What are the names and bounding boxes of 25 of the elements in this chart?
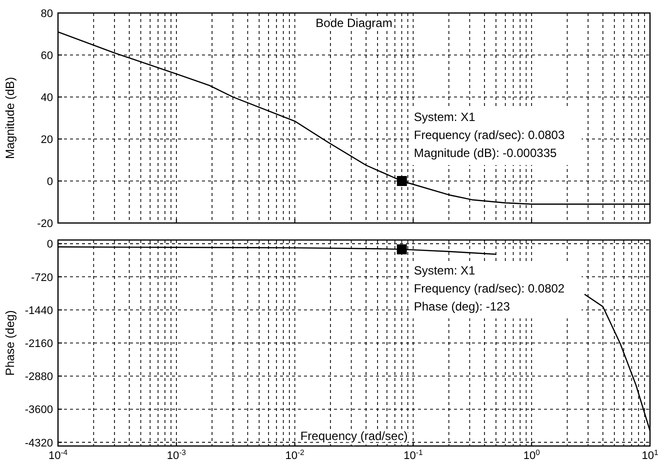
chart-title: Bode Diagram [316, 16, 392, 30]
y-tick-label: -2880 [24, 371, 53, 384]
x-tick-label: 10$^{-1}$ [404, 448, 423, 462]
y-tick-label: 80 [40, 8, 53, 20]
y-tick-label: -1440 [24, 304, 53, 317]
x-axis-title: Frequency (rad/sec) [300, 429, 408, 443]
y-tick-label: -2160 [24, 338, 53, 350]
x-tick-label: 10$^{-3}$ [166, 448, 186, 462]
annotation: System: X1 Frequency (rad/sec): 0.0803 Magnitude (dB): -0.000335 [414, 110, 565, 160]
y-axis-title: Phase (deg) [3, 310, 17, 376]
x-tick-label: 10$^{-4}$ [48, 448, 68, 462]
y-tick-label: 0 [46, 238, 53, 251]
x-tick-label: 10$^{1}$ [642, 448, 658, 462]
y-tick-label: -20 [37, 218, 53, 230]
y-tick-label: 60 [40, 50, 53, 62]
y-tick-label: -3600 [24, 404, 53, 416]
y-axis-title: Magnitude (dB) [3, 76, 17, 160]
x-tick-label: 10$^{-2}$ [285, 448, 304, 462]
y-tick-label: -4320 [24, 437, 53, 450]
annotation: System: X1 Frequency (rad/sec): 0.0802 Phase (deg): -123 [414, 263, 565, 314]
y-tick-label: 20 [40, 134, 53, 146]
y-tick-label: 40 [40, 92, 53, 104]
x-tick-label: 10$^{0}$ [523, 448, 540, 462]
y-tick-label: -720 [30, 272, 53, 284]
y-tick-label: 0 [46, 176, 53, 188]
